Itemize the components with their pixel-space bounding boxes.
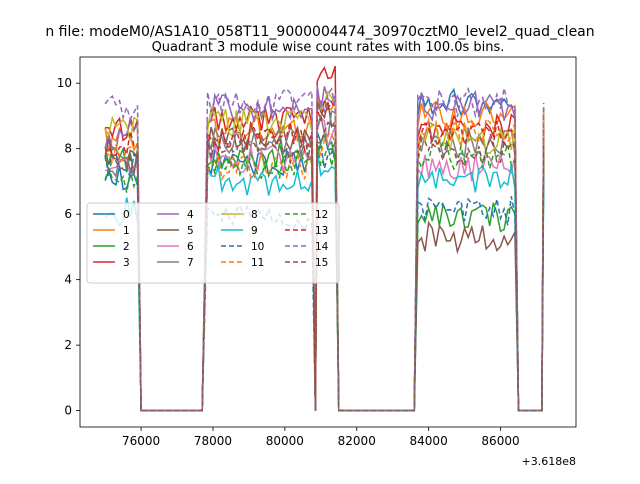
series-line-4	[104, 85, 545, 412]
x-tick-label: 78000	[194, 434, 232, 448]
x-tick-label: 80000	[266, 434, 304, 448]
series-line-6	[104, 116, 545, 412]
y-tick-label: 4	[64, 273, 72, 287]
legend-label-11: 11	[251, 257, 264, 269]
y-tick-label: 8	[64, 142, 72, 156]
x-tick-label: 76000	[122, 434, 160, 448]
x-tick-label: 86000	[481, 434, 519, 448]
legend-label-4: 4	[187, 209, 194, 221]
legend-label-12: 12	[315, 209, 328, 221]
legend-label-13: 13	[315, 225, 328, 237]
legend-label-8: 8	[251, 209, 258, 221]
series-line-14	[104, 86, 545, 412]
legend-label-9: 9	[251, 225, 258, 237]
legend-label-2: 2	[123, 241, 130, 253]
legend-label-5: 5	[187, 225, 194, 237]
legend-label-3: 3	[123, 257, 130, 269]
y-tick-label: 6	[64, 207, 72, 221]
x-tick-label: 84000	[410, 434, 448, 448]
series-line-5	[104, 101, 545, 412]
axes-frame	[79, 56, 577, 428]
series-line-13	[104, 96, 545, 412]
legend-label-0: 0	[123, 209, 130, 221]
y-tick-label: 0	[64, 404, 72, 418]
legend-label-14: 14	[315, 241, 329, 253]
legend-label-6: 6	[187, 241, 194, 253]
series-line-15	[104, 121, 545, 412]
y-tick-label: 10	[57, 76, 72, 90]
legend-label-15: 15	[315, 257, 328, 269]
series-line-9	[104, 149, 545, 412]
x-offset-text: +3.618e8	[522, 455, 576, 468]
legend-box	[86, 202, 340, 284]
figure-suptitle: n file: modeM0/AS1A10_058T11_9000004474_…	[45, 24, 594, 40]
y-tick-label: 2	[64, 338, 72, 352]
legend-label-1: 1	[123, 225, 130, 237]
chart-title: Quadrant 3 module wise count rates with …	[152, 40, 505, 55]
legend-label-10: 10	[251, 241, 264, 253]
x-tick-label: 82000	[338, 434, 376, 448]
legend-label-7: 7	[187, 257, 194, 269]
